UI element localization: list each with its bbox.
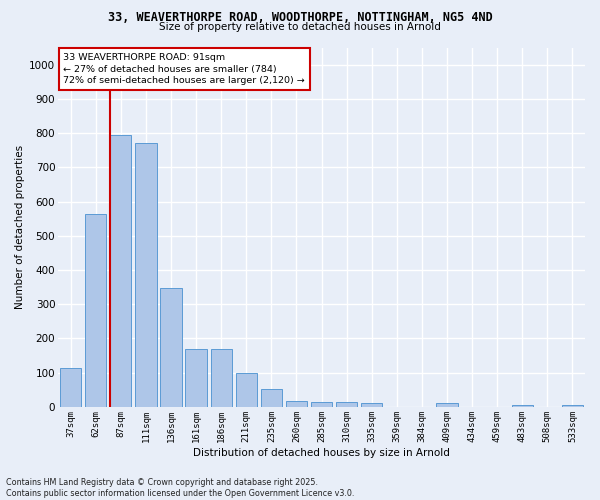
Bar (260, 389, 282, 407)
Text: Contains HM Land Registry data © Crown copyright and database right 2025.
Contai: Contains HM Land Registry data © Crown c… (6, 478, 355, 498)
Y-axis label: Number of detached properties: Number of detached properties (15, 145, 25, 310)
Bar (512, 405, 533, 407)
Bar (160, 288, 182, 407)
Bar (436, 404, 458, 407)
Bar (336, 402, 357, 407)
Bar (85, 214, 106, 407)
Bar (211, 350, 232, 407)
Bar (361, 404, 382, 407)
Bar (311, 402, 332, 407)
Bar (562, 405, 583, 407)
Bar (286, 401, 307, 407)
Bar (135, 144, 157, 407)
Text: 33 WEAVERTHORPE ROAD: 91sqm
← 27% of detached houses are smaller (784)
72% of se: 33 WEAVERTHORPE ROAD: 91sqm ← 27% of det… (64, 53, 305, 86)
Bar (236, 374, 257, 407)
Bar (60, 368, 81, 407)
Text: 33, WEAVERTHORPE ROAD, WOODTHORPE, NOTTINGHAM, NG5 4ND: 33, WEAVERTHORPE ROAD, WOODTHORPE, NOTTI… (107, 11, 493, 24)
X-axis label: Distribution of detached houses by size in Arnold: Distribution of detached houses by size … (193, 448, 450, 458)
Bar (185, 350, 207, 407)
Text: Size of property relative to detached houses in Arnold: Size of property relative to detached ho… (159, 22, 441, 32)
Bar (110, 136, 131, 407)
